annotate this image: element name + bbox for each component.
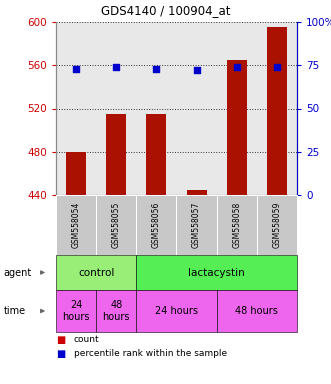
Text: time: time — [3, 306, 25, 316]
Text: GSM558055: GSM558055 — [112, 202, 121, 248]
Text: lactacystin: lactacystin — [188, 268, 245, 278]
Text: agent: agent — [3, 268, 31, 278]
Text: 48 hours: 48 hours — [235, 306, 278, 316]
Bar — [187, 190, 207, 195]
Text: 24 hours: 24 hours — [155, 306, 198, 316]
Text: GSM558057: GSM558057 — [192, 202, 201, 248]
Text: 48
hours: 48 hours — [103, 300, 130, 322]
Text: GSM558056: GSM558056 — [152, 202, 161, 248]
Text: control: control — [78, 268, 114, 278]
Bar — [66, 152, 86, 195]
Text: GSM558058: GSM558058 — [232, 202, 241, 248]
Text: 24
hours: 24 hours — [62, 300, 90, 322]
Bar — [267, 27, 287, 195]
Text: ■: ■ — [56, 335, 65, 345]
Bar — [227, 60, 247, 195]
Point — [114, 64, 119, 70]
Text: ■: ■ — [56, 349, 65, 359]
Text: percentile rank within the sample: percentile rank within the sample — [74, 349, 227, 359]
Bar — [146, 114, 166, 195]
Text: GSM558059: GSM558059 — [272, 202, 281, 248]
Point — [194, 67, 199, 73]
Bar — [106, 114, 126, 195]
Point — [73, 66, 79, 72]
Text: GDS4140 / 100904_at: GDS4140 / 100904_at — [101, 4, 230, 17]
Text: count: count — [74, 336, 100, 344]
Point — [154, 66, 159, 72]
Point — [234, 64, 239, 70]
Point — [274, 64, 280, 70]
Text: GSM558054: GSM558054 — [71, 202, 80, 248]
